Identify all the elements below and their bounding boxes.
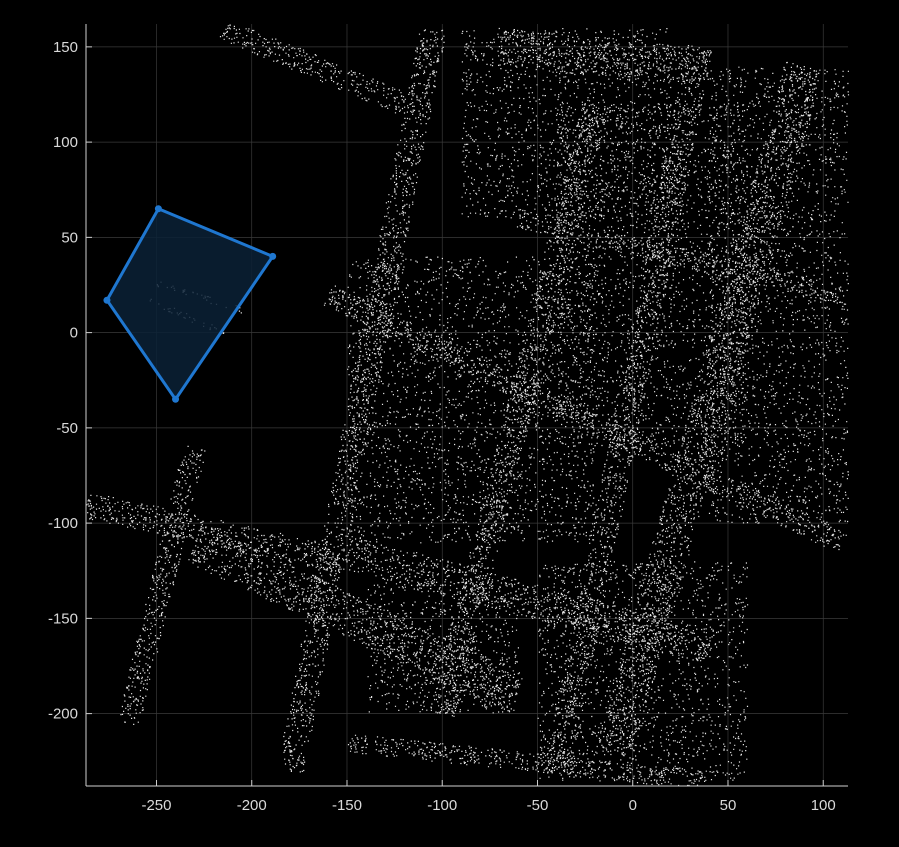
y-tick-label: 150 <box>53 39 78 56</box>
x-tick-label: 50 <box>720 797 737 814</box>
polygon-roi[interactable] <box>103 205 277 403</box>
x-axis-ticks: -250 -200 -150 -100 -50 0 50 100 <box>141 780 836 814</box>
y-tick-label: -50 <box>56 420 78 437</box>
x-tick-label: -150 <box>332 797 362 814</box>
roi-fill[interactable] <box>107 208 273 400</box>
roi-vertex-handle[interactable] <box>172 395 180 403</box>
y-tick-label: -150 <box>48 610 78 627</box>
x-tick-label: -200 <box>237 797 267 814</box>
plot-background <box>86 24 848 786</box>
roi-vertex-handle[interactable] <box>269 252 277 260</box>
roi-vertex-handle[interactable] <box>154 205 162 213</box>
y-tick-label: -100 <box>48 515 78 532</box>
x-tick-label: -250 <box>141 797 171 814</box>
axes <box>85 24 848 787</box>
y-tick-label: 0 <box>70 325 78 342</box>
x-tick-label: 0 <box>629 797 637 814</box>
x-tick-label: -100 <box>427 797 457 814</box>
y-tick-label: 100 <box>53 134 78 151</box>
y-tick-label: -200 <box>48 706 78 723</box>
x-tick-label: -50 <box>527 797 549 814</box>
roi-vertex-handle[interactable] <box>103 296 111 304</box>
y-tick-label: 50 <box>61 229 78 246</box>
x-tick-label: 100 <box>811 797 836 814</box>
y-axis-ticks: 150 100 50 0 -50 -100 -150 -200 <box>48 39 92 723</box>
